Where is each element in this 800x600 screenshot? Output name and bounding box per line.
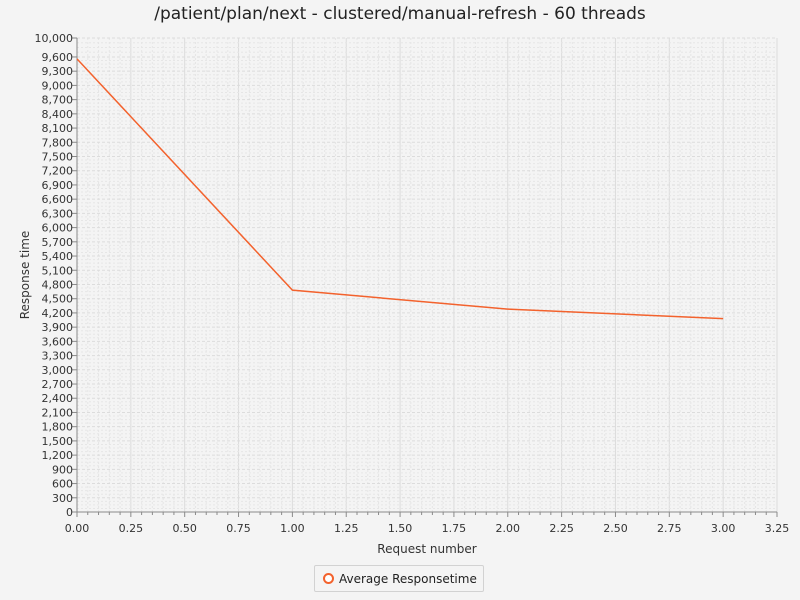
chart-title: /patient/plan/next - clustered/manual-re… [154,4,646,24]
x-tick-label: 0.25 [119,522,144,535]
x-tick-label: 0.50 [172,522,197,535]
y-tick-label: 5,400 [42,250,74,263]
y-tick-label: 900 [52,463,73,476]
y-tick-label: 7,800 [42,136,74,149]
y-tick-label: 3,000 [42,364,74,377]
y-tick-label: 1,200 [42,449,74,462]
x-tick-label: 3.25 [765,522,790,535]
x-tick-label: 2.75 [657,522,682,535]
x-tick-label: 3.00 [711,522,736,535]
series-layer [76,58,724,320]
y-tick-label: 5,100 [42,264,74,277]
axes: 0.00 0.25 0.50 0.75 1.00 1.25 1.50 1.75 2.00 2.25… [35,32,790,535]
y-tick-label: 6,000 [42,222,74,235]
y-tick-label: 3,900 [42,321,74,334]
y-tick-label: 7,200 [42,165,74,178]
y-tick-label: 5,700 [42,236,74,249]
y-axis-title: Response time [18,231,32,320]
y-tick-label: 2,700 [42,378,74,391]
legend-label: Average Responsetime [339,571,477,586]
grid [77,37,778,512]
x-tick-label: 0.00 [65,522,90,535]
legend: Average Responsetime [314,565,484,592]
y-tick-label: 9,600 [42,51,74,64]
y-tick-label: 2,400 [42,392,74,405]
y-tick-label: 600 [52,478,73,491]
y-tick-label: 8,700 [42,94,74,107]
y-tick-label: 2,100 [42,406,74,419]
y-tick-label: 4,800 [42,278,74,291]
y-tick-label: 300 [52,492,73,505]
x-tick-label: 2.00 [496,522,521,535]
y-tick-label: 4,200 [42,307,74,320]
y-tick-label: 6,300 [42,207,74,220]
y-tick-label: 6,600 [42,193,74,206]
x-tick-label: 1.75 [442,522,467,535]
y-tick-label: 4,500 [42,293,74,306]
x-tick-label: 1.50 [388,522,413,535]
y-tick-label: 7,500 [42,151,74,164]
y-tick-label: 9,000 [42,79,74,92]
y-tick-label: 1,500 [42,435,74,448]
legend-marker-icon [323,573,334,584]
x-axis-title: Request number [377,542,476,556]
y-tick-label: 6,900 [42,179,74,192]
y-tick-label: 9,300 [42,65,74,78]
x-tick-label: 1.25 [334,522,359,535]
y-tick-label: 8,100 [42,122,74,135]
x-tick-label: 2.25 [549,522,574,535]
x-tick-label: 2.50 [603,522,628,535]
x-tick-label: 1.00 [280,522,305,535]
y-tick-label: 8,400 [42,108,74,121]
series-line [76,58,724,320]
y-tick-label: 0 [66,506,73,519]
y-tick-label: 1,800 [42,421,74,434]
y-tick-label: 3,300 [42,350,74,363]
y-tick-label: 10,000 [35,32,74,45]
y-tick-label: 3,600 [42,335,74,348]
x-tick-label: 0.75 [226,522,251,535]
